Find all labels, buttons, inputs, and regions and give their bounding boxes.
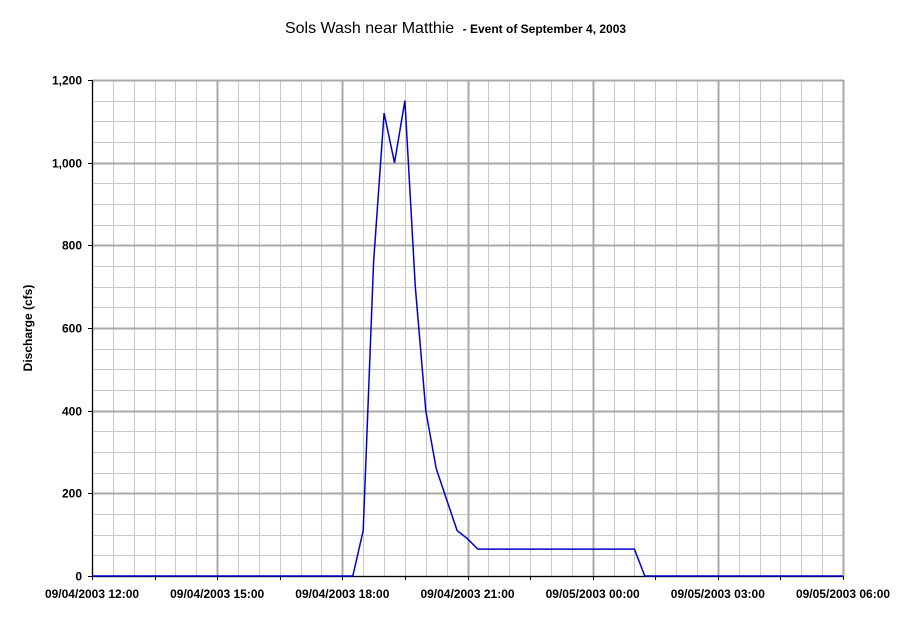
x-tick-label: 09/05/2003 03:00 — [671, 587, 765, 601]
y-tick-label: 200 — [62, 487, 82, 501]
chart-title: Sols Wash near Matthie - Event of Septem… — [0, 20, 911, 38]
x-tick-label: 09/04/2003 12:00 — [45, 587, 139, 601]
x-tick-label: 09/04/2003 18:00 — [295, 587, 389, 601]
x-tick-label: 09/05/2003 00:00 — [546, 587, 640, 601]
y-tick-label: 800 — [62, 239, 82, 253]
y-tick-label: 1,000 — [52, 157, 82, 171]
y-tick-label: 0 — [75, 570, 82, 584]
y-tick-label: 600 — [62, 322, 82, 336]
y-tick-label: 400 — [62, 405, 82, 419]
x-tick-label: 09/04/2003 15:00 — [170, 587, 264, 601]
discharge-series-line — [92, 100, 843, 577]
chart-title-main: Sols Wash near Matthie — [284, 20, 455, 37]
y-axis-label: Discharge (cfs) — [21, 285, 35, 372]
x-tick-label: 09/04/2003 21:00 — [420, 587, 514, 601]
x-tick-label: 09/05/2003 06:00 — [796, 587, 890, 601]
y-tick-label: 1,200 — [52, 74, 82, 88]
chart-subtitle: - Event of September 4, 2003 — [462, 22, 627, 36]
